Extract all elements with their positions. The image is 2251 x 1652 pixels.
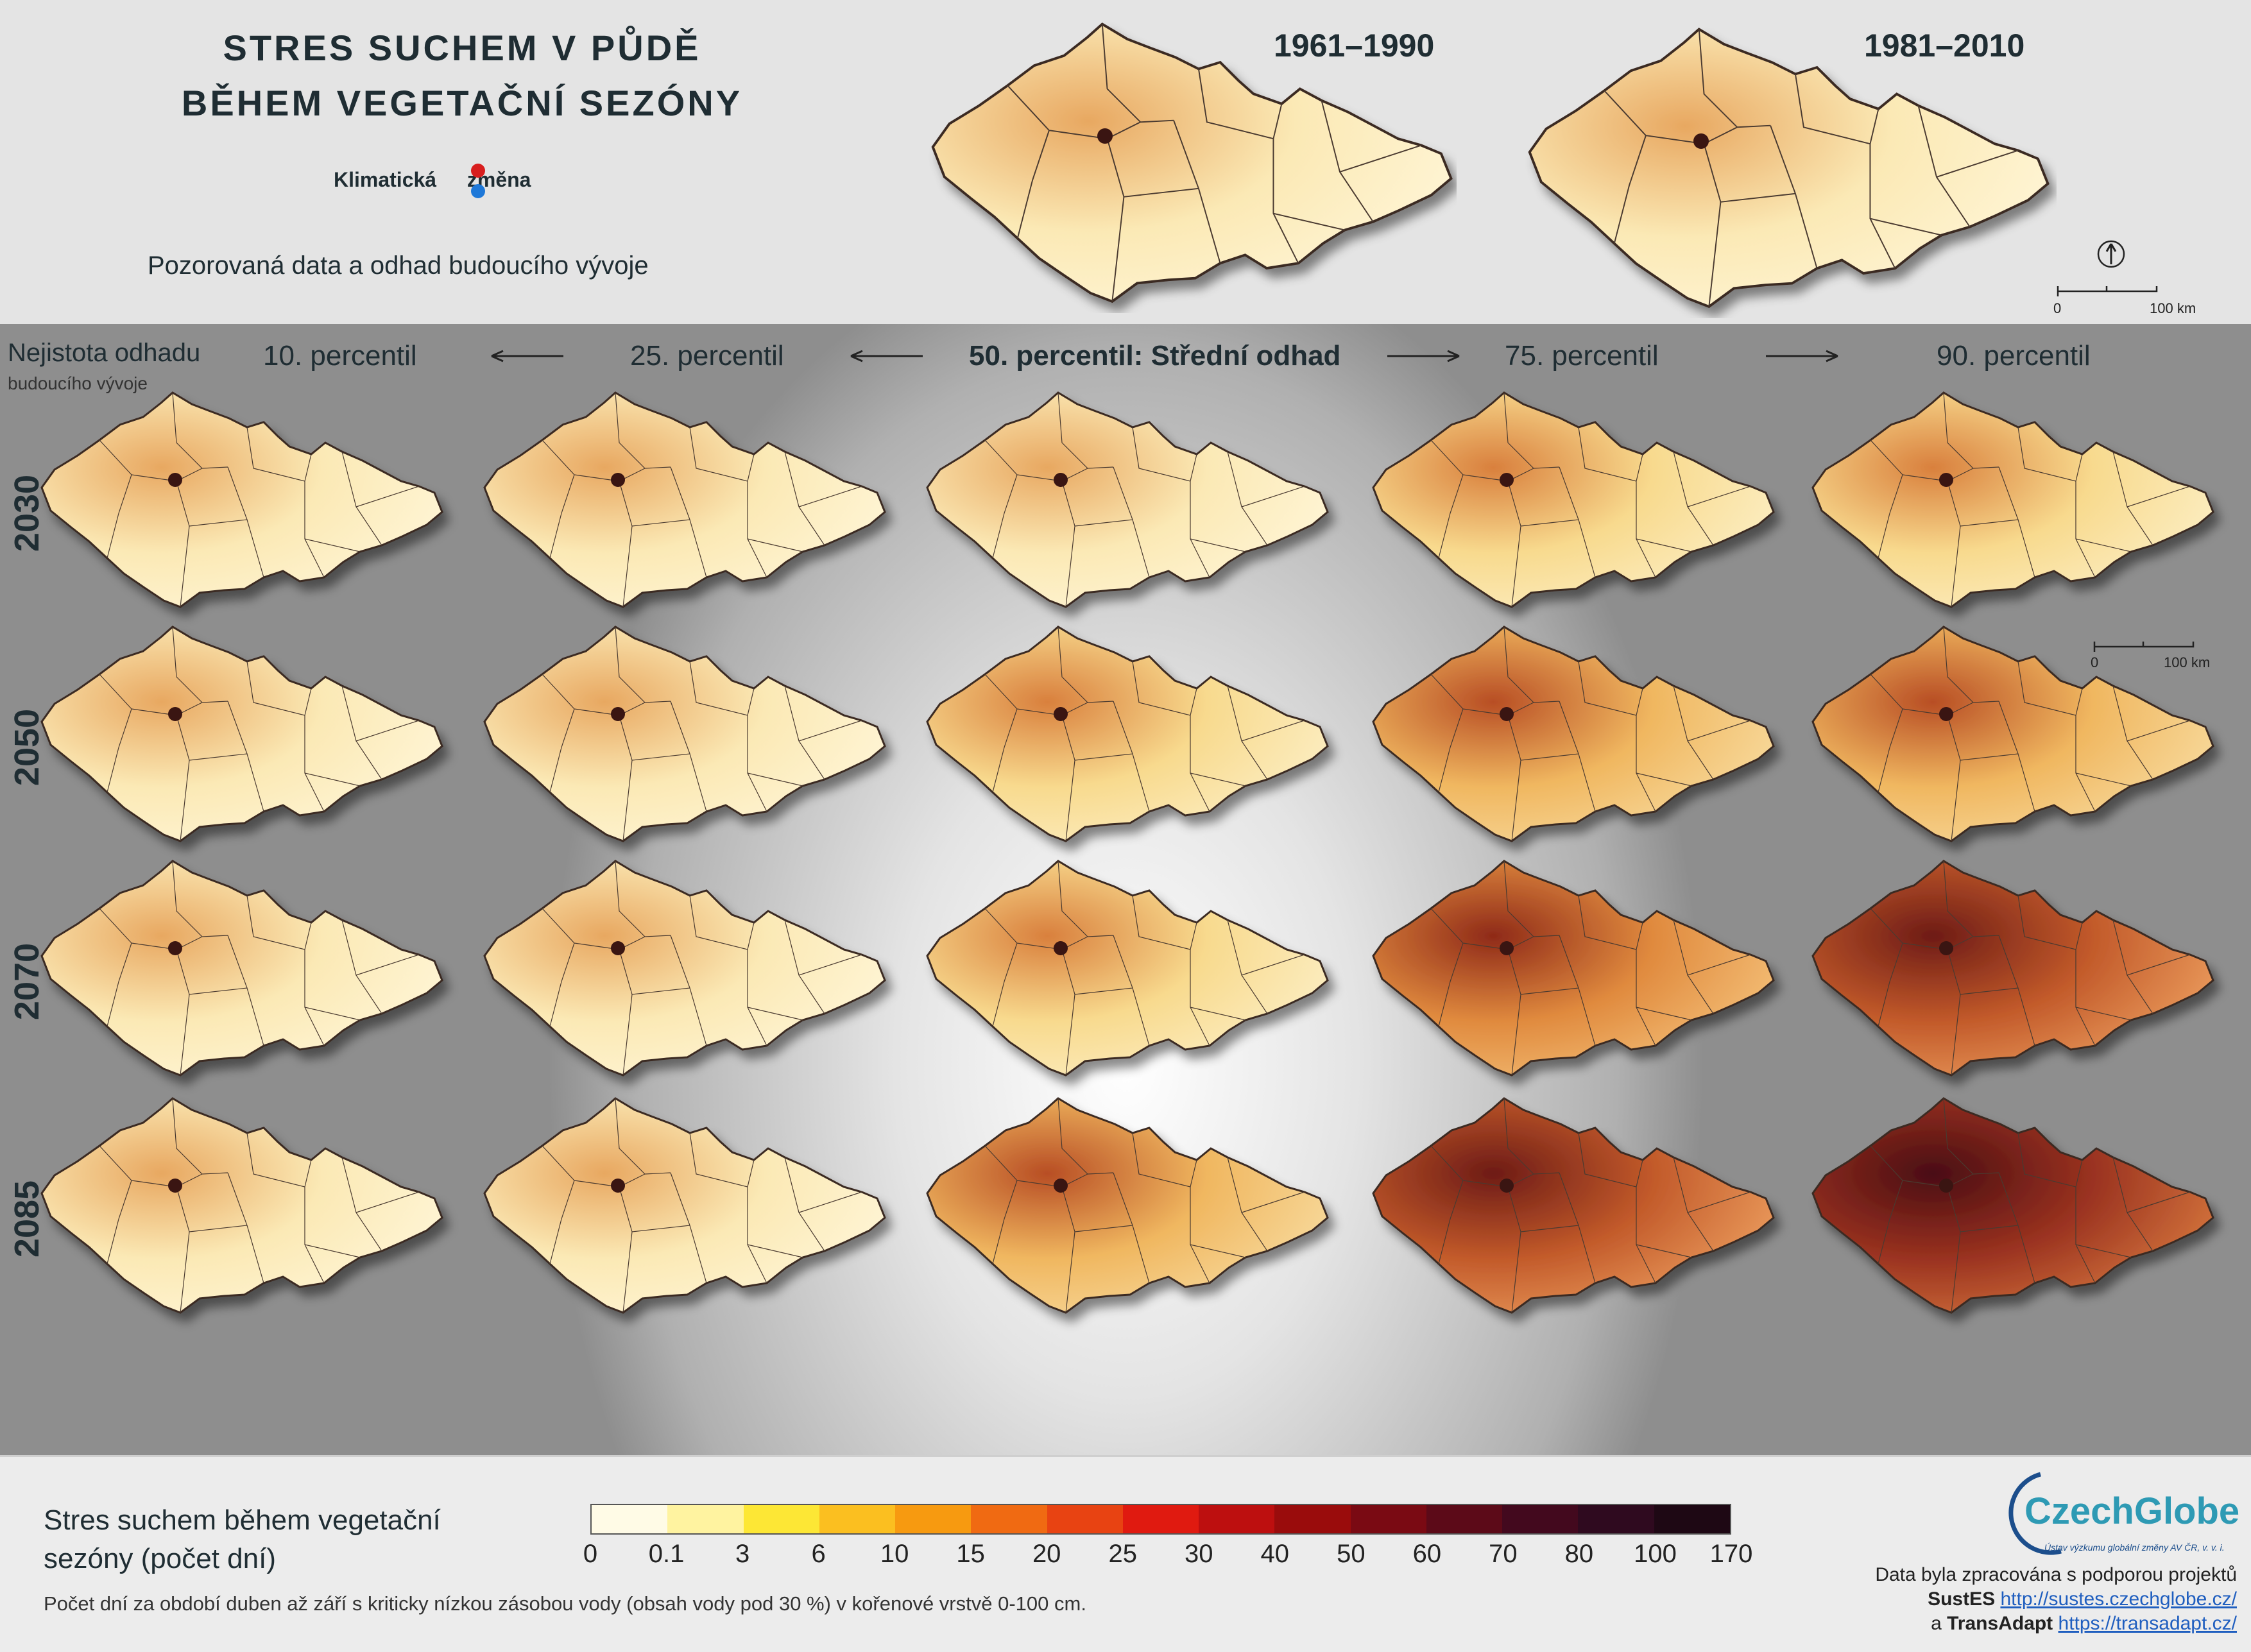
legend-tick-label: 6	[811, 1540, 826, 1568]
legend-swatch	[667, 1505, 744, 1533]
legend-swatch	[1502, 1505, 1579, 1533]
legend-swatch	[1122, 1505, 1199, 1533]
legend-tick-label: 60	[1412, 1540, 1442, 1568]
legend-tick-label: 100	[1634, 1540, 1677, 1568]
map-2085-75p	[1372, 1097, 1775, 1314]
project1-link[interactable]: http://sustes.czechglobe.cz/	[2000, 1588, 2237, 1610]
credit-project1: SustES http://sustes.czechglobe.cz/	[1928, 1588, 2237, 1610]
legend-tick-label: 50	[1337, 1540, 1365, 1568]
legend-swatch	[1274, 1505, 1351, 1533]
arrow-left-icon	[850, 350, 923, 362]
scale-end-grid: 100 km	[2164, 654, 2211, 670]
north-arrow-icon	[2097, 240, 2125, 268]
legend-swatch	[592, 1505, 668, 1533]
uncertainty-sublabel: budoucího vývoje	[8, 373, 148, 393]
title-line2: BĚHEM VEGETAČNÍ SEZÓNY	[181, 83, 743, 123]
legend-title: Stres suchem během vegetační sezóny (poč…	[44, 1501, 441, 1578]
project2-link[interactable]: https://transadapt.cz/	[2058, 1613, 2237, 1634]
map-2070-50p	[926, 860, 1329, 1077]
legend-swatch	[819, 1505, 896, 1533]
legend-tick-label: 20	[1032, 1540, 1061, 1568]
scale-bar-grid	[2093, 642, 2195, 652]
legend-swatch	[1426, 1505, 1503, 1533]
percentile-label-75: 75. percentil	[1505, 340, 1659, 371]
legend-tick-label: 170	[1709, 1540, 1753, 1568]
percentile-label-50: 50. percentil: Střední odhad	[969, 340, 1341, 371]
legend-tick-label: 70	[1489, 1540, 1518, 1568]
klimaticka-zmena-logo: Klimatická změna	[334, 168, 531, 192]
legend-swatch	[1199, 1505, 1275, 1533]
map-2050-50p	[926, 626, 1329, 842]
legend-tick-label: 10	[880, 1540, 909, 1568]
logo-word1: Klimatická	[334, 168, 437, 191]
arrow-left-icon	[491, 350, 563, 362]
scale-start-top: 0	[2053, 300, 2062, 316]
map-2085-25p	[483, 1097, 886, 1314]
subtitle: Pozorovaná data a odhad budoucího vývoje	[148, 251, 649, 280]
project1-name: SustES	[1928, 1588, 1996, 1610]
map-2070-75p	[1372, 860, 1775, 1077]
map-2030-10p	[40, 391, 443, 608]
credit-project2: a TransAdapt https://transadapt.cz/	[1931, 1613, 2237, 1635]
credit-and: a	[1931, 1613, 1942, 1634]
czechglobe-name: CzechGlobe	[2024, 1490, 2240, 1532]
uncertainty-label: Nejistota odhadu	[8, 339, 201, 367]
map-2070-10p	[40, 860, 443, 1077]
period-label-1981-2010: 1981–2010	[1864, 28, 2025, 64]
project2-name: TransAdapt	[1947, 1613, 2053, 1634]
legend-tick-label: 0	[583, 1540, 598, 1568]
legend-tick-label: 40	[1260, 1540, 1290, 1568]
map-2070-90p	[1811, 860, 2214, 1077]
logo-dots-icon	[471, 164, 485, 198]
legend-title-line1: Stres suchem během vegetační	[44, 1504, 441, 1536]
percentile-label-25: 25. percentil	[630, 340, 784, 371]
percentile-label-90: 90. percentil	[1937, 340, 2091, 371]
map-2030-75p	[1372, 391, 1775, 608]
legend-colorbar	[590, 1504, 1731, 1535]
legend-tick-label: 0.1	[648, 1540, 685, 1568]
legend-title-line2: sezóny (počet dní)	[44, 1543, 276, 1574]
scale-start-grid: 0	[2091, 654, 2099, 670]
legend-swatch	[971, 1505, 1047, 1533]
map-2030-90p	[1811, 391, 2214, 608]
map-2050-75p	[1372, 626, 1775, 842]
percentile-label-10: 10. percentil	[263, 340, 417, 371]
legend-tick-label: 80	[1564, 1540, 1594, 1568]
legend-tick-label: 25	[1108, 1540, 1137, 1568]
period-label-1961-1990: 1961–1990	[1274, 28, 1435, 64]
legend-swatch	[1578, 1505, 1654, 1533]
map-2050-10p	[40, 626, 443, 842]
map-1981-2010	[1528, 28, 2050, 308]
title-line1: STRES SUCHEM V PŮDĚ	[223, 28, 701, 68]
legend-swatch	[1350, 1505, 1426, 1533]
map-2085-90p	[1811, 1097, 2214, 1314]
legend-note: Počet dní za období duben až září s krit…	[44, 1592, 1086, 1615]
arrow-right-icon	[1387, 350, 1460, 362]
map-2030-25p	[483, 391, 886, 608]
legend-swatch	[895, 1505, 971, 1533]
map-2070-25p	[483, 860, 886, 1077]
scale-bar-top	[2057, 286, 2158, 296]
czechglobe-logo-icon	[2008, 1472, 2062, 1555]
legend-tick-label: 3	[735, 1540, 750, 1568]
legend-swatch	[1047, 1505, 1123, 1533]
map-2050-25p	[483, 626, 886, 842]
map-2085-50p	[926, 1097, 1329, 1314]
map-2085-10p	[40, 1097, 443, 1314]
map-2050-90p	[1811, 626, 2214, 842]
czechglobe-sub: Ústav výzkumu globální změny AV ČR, v. v…	[2044, 1542, 2225, 1553]
legend-band	[0, 1455, 2251, 1652]
legend-tick-label: 15	[956, 1540, 985, 1568]
map-2030-50p	[926, 391, 1329, 608]
legend-tick-label: 30	[1185, 1540, 1213, 1568]
credit-line1: Data byla zpracována s podporou projektů	[1875, 1564, 2237, 1585]
arrow-right-icon	[1766, 350, 1838, 362]
legend-swatch	[743, 1505, 819, 1533]
scale-end-top: 100 km	[2150, 300, 2196, 316]
legend-swatch	[1654, 1505, 1730, 1533]
map-1961-1990	[931, 22, 1453, 303]
